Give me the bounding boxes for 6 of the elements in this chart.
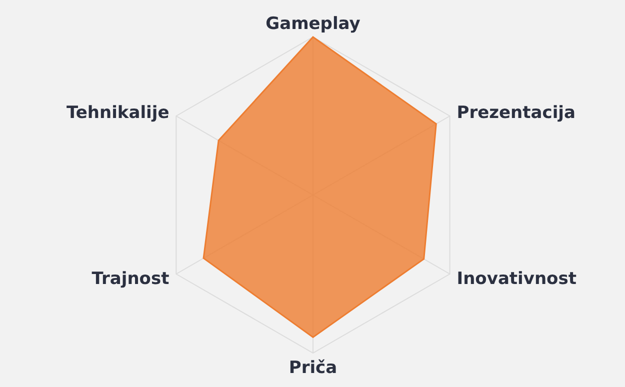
- spoke-label: Priča: [288, 358, 338, 378]
- spoke-label: Tehnikalije: [66, 103, 170, 124]
- spoke-label: Inovativnost: [456, 269, 576, 290]
- spoke-label: Gameplay: [266, 14, 360, 34]
- spoke-label: Trajnost: [92, 269, 170, 290]
- spoke-label: Prezentacija: [456, 103, 576, 124]
